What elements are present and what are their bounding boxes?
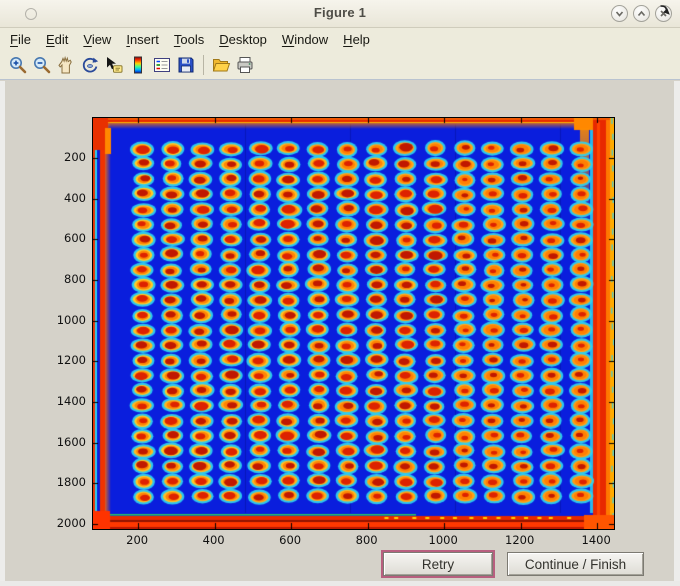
insert-colorbar-icon[interactable] (126, 53, 150, 77)
y-tick-label: 1600 (56, 434, 86, 449)
window-menu-icon[interactable] (25, 8, 37, 20)
retry-button[interactable]: Retry (381, 550, 495, 578)
y-tick-label: 1400 (56, 393, 86, 408)
y-tick-label: 2000 (56, 515, 86, 530)
x-tick-label: 400 (202, 533, 225, 547)
menu-item-window[interactable]: Window (281, 31, 329, 47)
data-cursor-icon[interactable] (102, 53, 126, 77)
y-tick-label: 1200 (56, 353, 86, 368)
menubar: File Edit View Insert Tools Desktop Window Help (0, 28, 680, 50)
shade-button[interactable] (611, 5, 628, 22)
y-tick-label: 400 (64, 190, 86, 205)
menu-item-file[interactable]: File (10, 31, 31, 47)
x-tick-label: 1400 (581, 533, 611, 547)
dock-figure-icon[interactable] (658, 3, 672, 17)
window-border-left (0, 81, 5, 586)
menu-item-help[interactable]: Help (343, 31, 370, 47)
plate-image[interactable] (93, 118, 614, 529)
menu-item-desktop[interactable]: Desktop (219, 31, 267, 47)
menu-item-insert[interactable]: Insert (126, 31, 159, 47)
toolbar-separator (203, 54, 204, 75)
menu-item-edit[interactable]: Edit (45, 31, 69, 47)
x-tick-label: 600 (279, 533, 302, 547)
toolbar (0, 50, 680, 80)
y-tick-label: 600 (64, 231, 86, 246)
save-icon[interactable] (174, 53, 198, 77)
menu-item-view[interactable]: View (83, 31, 112, 47)
window-border-bottom (0, 581, 680, 586)
x-tick-label: 200 (126, 533, 149, 547)
window-title: Figure 1 (313, 5, 367, 20)
y-tick-label: 200 (64, 150, 86, 165)
y-tick-label: 1800 (56, 475, 86, 490)
open-icon[interactable] (209, 53, 233, 77)
window-border-right (674, 81, 680, 586)
print-icon[interactable] (233, 53, 257, 77)
maximize-button[interactable] (633, 5, 650, 22)
x-tick-label: 800 (355, 533, 378, 547)
continue-finish-button[interactable]: Continue / Finish (507, 552, 644, 576)
zoom-in-icon[interactable] (6, 53, 30, 77)
y-tick-label: 800 (64, 272, 86, 286)
insert-legend-icon[interactable] (150, 53, 174, 77)
pan-icon[interactable] (54, 53, 78, 77)
titlebar[interactable]: Figure 1 (0, 0, 680, 28)
x-tick-label: 1200 (505, 533, 535, 547)
zoom-out-icon[interactable] (30, 53, 54, 77)
menu-item-tools[interactable]: Tools (173, 31, 205, 47)
y-tick-label: 1000 (56, 312, 86, 327)
x-tick-label: 1000 (428, 533, 458, 547)
axes[interactable] (92, 117, 615, 530)
rotate-3d-icon[interactable] (78, 53, 102, 77)
